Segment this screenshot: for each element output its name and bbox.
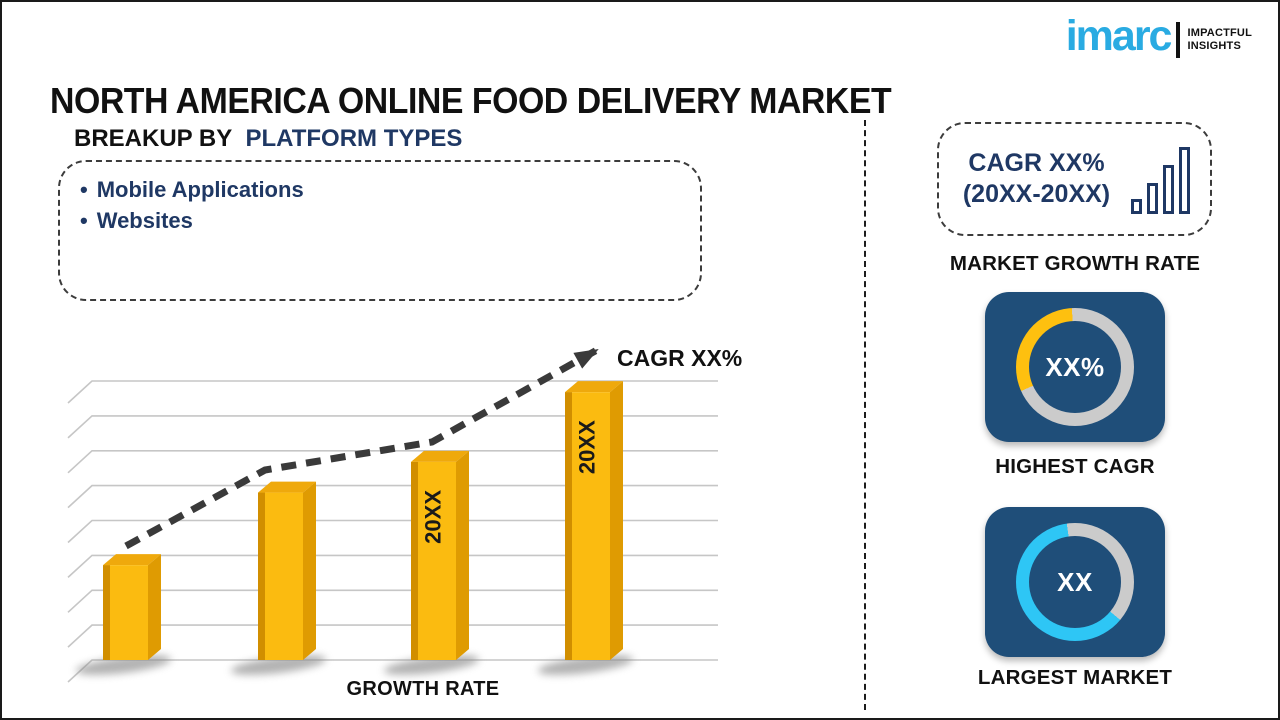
section-divider-dashed-line <box>864 120 866 710</box>
logo-tagline: IMPACTFUL INSIGHTS <box>1187 27 1252 53</box>
x-axis-label: GROWTH RATE <box>346 678 500 700</box>
bar-chart-icon-bar <box>1131 199 1142 214</box>
highest-cagr-value: XX% <box>1045 351 1105 382</box>
platform-list: • Mobile Applications • Websites <box>80 174 680 236</box>
largest-market-caption: LARGEST MARKET <box>977 666 1173 689</box>
donut-hole <box>1029 536 1121 628</box>
breakup-heading: BREAKUP BY PLATFORM TYPES <box>74 125 462 153</box>
logo-tagline-line1: IMPACTFUL <box>1187 26 1252 39</box>
logo-tagline-line2: INSIGHTS <box>1187 39 1242 52</box>
bar-chart-icon <box>1126 144 1190 214</box>
platform-item: • Mobile Applications <box>80 174 680 205</box>
logo-divider-bar <box>1176 21 1181 58</box>
platform-item-label: Mobile Applications <box>96 177 304 202</box>
svg-text:20XX: 20XX <box>421 490 446 544</box>
highest-cagr-card: XX% <box>985 292 1165 442</box>
breakup-heading-highlight: PLATFORM TYPES <box>245 125 463 152</box>
platform-types-box: • Mobile Applications • Websites <box>58 160 702 301</box>
largest-market-value: XX <box>1057 566 1093 597</box>
largest-market-donut-chart: XX <box>1016 523 1134 641</box>
growth-rate-bar-chart: 20XX 20XX CAGR XX% <box>67 345 742 683</box>
market-growth-rate-caption: MARKET GROWTH RATE <box>949 252 1201 275</box>
highest-cagr-donut-chart: XX% <box>1016 308 1134 426</box>
donut-hole <box>1029 321 1121 413</box>
imarc-logo: imarc IMPACTFUL INSIGHTS <box>1065 12 1252 61</box>
bullet-icon: • <box>80 208 88 233</box>
page-title: NORTH AMERICA ONLINE FOOD DELIVERY MARKE… <box>50 80 892 122</box>
svg-text:CAGR XX%: CAGR XX% <box>617 345 742 371</box>
bar-chart-icon-bar <box>1163 165 1174 214</box>
platform-item-label: Websites <box>96 208 193 233</box>
breakup-heading-prefix: BREAKUP BY <box>74 125 232 152</box>
highest-cagr-caption: HIGHEST CAGR <box>995 455 1155 478</box>
cagr-card: CAGR XX% (20XX-20XX) <box>937 122 1212 236</box>
cagr-card-text: CAGR XX% (20XX-20XX) <box>953 148 1120 211</box>
largest-market-card: XX <box>985 507 1165 657</box>
svg-text:20XX: 20XX <box>575 420 600 474</box>
cagr-period: (20XX-20XX) <box>962 180 1111 208</box>
imarc-logo-wordmark: imarc <box>1065 12 1173 60</box>
cagr-value: CAGR XX% <box>968 148 1105 177</box>
bullet-icon: • <box>80 177 88 202</box>
bar-chart-icon-bar <box>1179 147 1190 214</box>
platform-item: • Websites <box>80 205 680 236</box>
bar-chart-icon-bar <box>1147 183 1158 214</box>
